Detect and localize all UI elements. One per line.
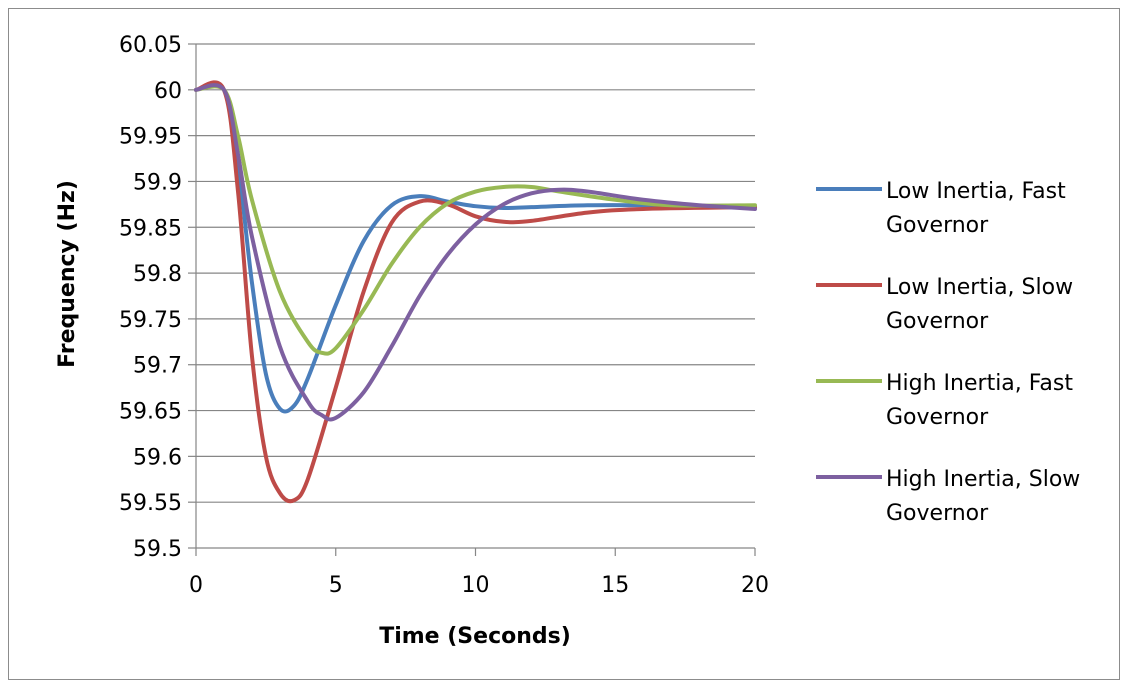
y-tick-label: 59.85 xyxy=(119,216,182,241)
y-tick-label: 60 xyxy=(154,79,182,104)
y-tick-label: 59.65 xyxy=(119,400,182,425)
y-tick-label: 59.55 xyxy=(119,491,182,516)
y-tick-labels: 59.5 59.55 59.6 59.65 59.7 59.75 59.8 59.85 59.9… xyxy=(119,33,182,562)
y-axis-title: Frequency (Hz) xyxy=(55,180,80,368)
legend-label: High Inertia, Slow xyxy=(886,467,1080,492)
series-high-inertia-slow-governor xyxy=(194,83,757,422)
legend-label: Governor xyxy=(886,405,989,430)
series-lines xyxy=(194,80,757,504)
x-tick-label: 15 xyxy=(601,573,629,598)
legend: Low Inertia, Fast Governor Low Inertia, Sl… xyxy=(816,179,1080,526)
x-axis-title: Time (Seconds) xyxy=(379,624,571,649)
x-tick-label: 20 xyxy=(741,573,769,598)
series-low-inertia-fast-governor xyxy=(194,82,757,414)
x-tick-label: 10 xyxy=(462,573,490,598)
y-tick-label: 60.05 xyxy=(119,33,182,58)
y-tick-label: 59.6 xyxy=(133,445,182,470)
legend-label: Low Inertia, Fast xyxy=(886,179,1066,204)
x-tick-label: 5 xyxy=(329,573,343,598)
y-tick-label: 59.5 xyxy=(133,537,182,562)
x-tick-labels: 0 5 10 15 20 xyxy=(189,573,769,598)
series-low-inertia-slow-governor xyxy=(194,80,757,504)
y-tick-label: 59.75 xyxy=(119,308,182,333)
legend-label: Governor xyxy=(886,501,989,526)
y-tick-label: 59.95 xyxy=(119,125,182,150)
series-high-inertia-fast-governor xyxy=(194,84,757,356)
legend-label: Governor xyxy=(886,309,989,334)
legend-label: Governor xyxy=(886,213,989,238)
y-tick-label: 59.8 xyxy=(133,262,182,287)
x-tick-label: 0 xyxy=(189,573,203,598)
chart-frame xyxy=(8,8,1120,680)
y-tick-label: 59.9 xyxy=(133,170,182,195)
legend-label: Low Inertia, Slow xyxy=(886,275,1073,300)
legend-label: High Inertia, Fast xyxy=(886,371,1073,396)
y-tick-label: 59.7 xyxy=(133,354,182,379)
